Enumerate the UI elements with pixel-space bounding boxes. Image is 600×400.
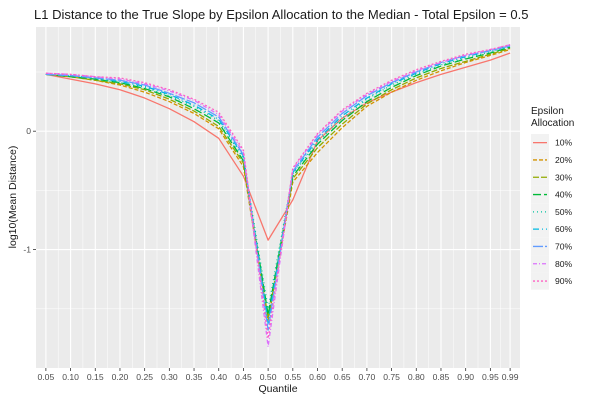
legend-label: 90%	[555, 276, 573, 286]
series-line-90pct	[45, 44, 511, 340]
x-tick-label: 0.75	[383, 372, 400, 382]
legend-title: Epsilon Allocation	[531, 106, 574, 129]
x-tick-label: 0.40	[210, 372, 227, 382]
x-tick-label: 0.50	[260, 372, 277, 382]
plot-panel	[36, 27, 520, 368]
x-tick-label: 0.65	[334, 372, 351, 382]
legend-label: 60%	[555, 224, 573, 234]
x-axis: 0.05 0.10 0.15 0.20 0.25 0.30 0.35 0.40 0.45 0.50…	[38, 368, 519, 382]
x-tick-label: 0.30	[161, 372, 178, 382]
legend-label: 50%	[555, 207, 573, 217]
x-tick-label: 0.80	[408, 372, 425, 382]
x-tick-label: 0.45	[235, 372, 252, 382]
y-tick-label: 0	[26, 126, 31, 136]
x-tick-label: 0.05	[38, 372, 55, 382]
x-tick-label: 0.60	[309, 372, 326, 382]
x-tick-label: 0.55	[284, 372, 301, 382]
legend-label: 30%	[555, 172, 573, 182]
x-tick-label: 0.99	[502, 372, 519, 382]
x-tick-label: 0.90	[457, 372, 474, 382]
legend-key-bg	[531, 272, 549, 290]
series-line-20pct	[45, 48, 511, 322]
y-axis: 0 -1	[23, 126, 36, 255]
chart-title: L1 Distance to the True Slope by Epsilon…	[34, 7, 528, 22]
legend-key-bg	[531, 203, 549, 221]
legend-label: 10%	[555, 138, 573, 148]
x-axis-title: Quantile	[258, 383, 297, 395]
grid-lines	[36, 27, 520, 368]
x-tick-label: 0.35	[186, 372, 203, 382]
legend-label: 20%	[555, 155, 573, 165]
x-tick-label: 0.25	[136, 372, 153, 382]
legend: Epsilon Allocation 10% 20% 30% 40% 50% 60% 70% 80…	[531, 106, 574, 290]
x-tick-label: 0.20	[112, 372, 129, 382]
x-tick-label: 0.95	[482, 372, 499, 382]
legend-label: 80%	[555, 259, 573, 269]
series-line-30pct	[45, 47, 511, 319]
legend-key-bg	[531, 220, 549, 238]
series-layer	[45, 44, 511, 348]
x-tick-label: 0.70	[359, 372, 376, 382]
series-line-80pct	[45, 44, 511, 348]
legend-key-bg	[531, 168, 549, 186]
x-tick-label: 0.85	[433, 372, 450, 382]
series-line-10pct	[45, 52, 511, 241]
x-tick-label: 0.15	[87, 372, 104, 382]
legend-label: 40%	[555, 190, 573, 200]
x-tick-label: 0.10	[62, 372, 79, 382]
legend-label: 70%	[555, 241, 573, 251]
y-axis-title: log10(Mean Distance)	[7, 146, 19, 249]
y-tick-label: -1	[23, 245, 31, 255]
